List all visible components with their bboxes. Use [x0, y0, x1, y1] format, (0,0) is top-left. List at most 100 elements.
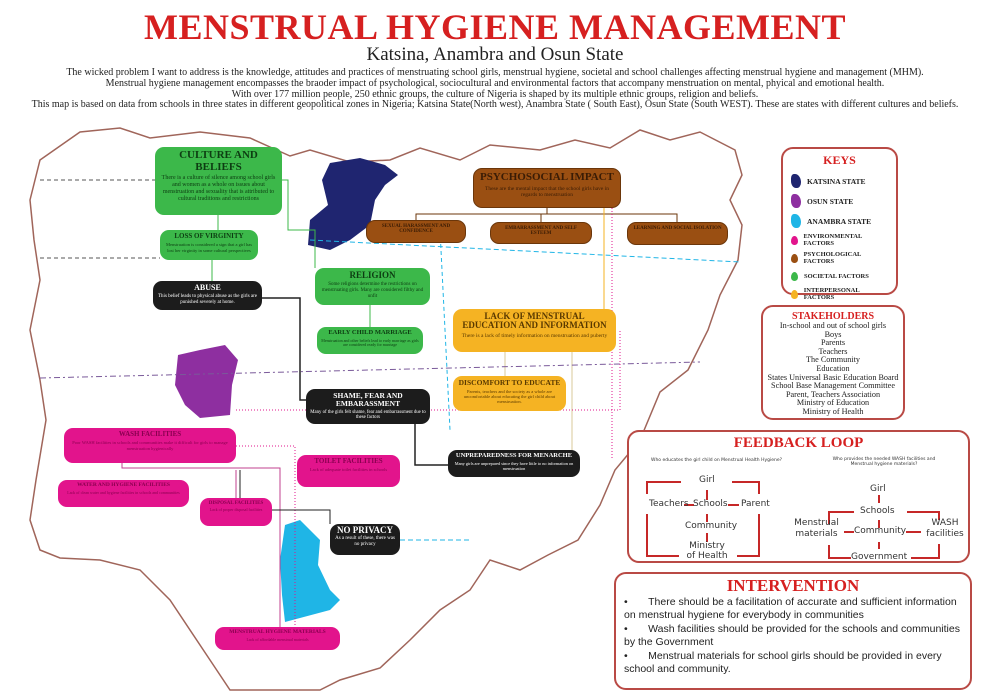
- node-text: These are the mental impact that the sch…: [484, 185, 609, 198]
- feedback-title: FEEDBACK LOOP: [733, 435, 864, 451]
- stakeholder-item: Education: [816, 363, 850, 373]
- connector: [439, 229, 451, 431]
- key-item: SOCIETAL FACTORS: [791, 267, 888, 285]
- node-text: This belief leads to physical abuse as t…: [158, 294, 257, 306]
- key-label: ENVIRONMENTAL FACTORS: [803, 233, 862, 247]
- stakeholder-item: Teachers: [818, 346, 848, 356]
- node-title: SEXUAL HARASSMENT AND CONFIDENCE: [381, 224, 451, 235]
- node-discomfort-to-educate: DISCOMFORT TO EDUCATE Parents, teachers …: [453, 376, 566, 411]
- connector: [239, 470, 331, 524]
- node-text: Poor WASH facilities in schools and comm…: [72, 440, 228, 451]
- feedback-right-materials: Menstrual materials: [794, 518, 839, 539]
- page-title: MENSTRUAL HYGIENE MANAGEMENT: [143, 7, 847, 47]
- page-subtitle: Katsina, Anambra and Osun State: [366, 44, 624, 65]
- node-culture-and-beliefs: CULTURE AND BELIEFS There is a culture o…: [155, 147, 282, 215]
- drop-icon: [791, 289, 798, 299]
- key-item: INTERPERSONAL FACTORS: [791, 285, 888, 303]
- keys-panel: KEYS KATSINA STATE OSUN STATE ANAMBRA STAT…: [781, 147, 898, 317]
- feedback-right-community: Community: [854, 526, 907, 536]
- stakeholder-item: Boys: [824, 329, 842, 339]
- node-title: NO PRIVACY: [336, 525, 394, 535]
- stakeholder-item: The Community: [806, 355, 860, 365]
- node-abuse: ABUSE This belief leads to physical abus…: [153, 281, 262, 310]
- stakeholder-item: Parents: [820, 338, 846, 348]
- node-title: DISPOSAL FACILITIES: [208, 501, 264, 506]
- intervention-item: • Menstrual materials for school girls s…: [624, 650, 962, 675]
- node-title: LEARNING AND SOCIAL ISOLATION: [633, 226, 722, 231]
- node-lack-of-menstrual-education: LACK OF MENSTRUAL EDUCATION AND INFORMAT…: [453, 309, 616, 352]
- katsina-map-shape-icon: [791, 174, 801, 188]
- feedback-arrows: [646, 481, 940, 559]
- node-text: Menstruation and other beliefs lead to e…: [321, 337, 419, 348]
- key-item: KATSINA STATE: [791, 171, 888, 191]
- node-text: Lack of proper disposal facilities: [209, 507, 263, 513]
- intervention-text: There should be a facilitation of accura…: [624, 596, 957, 621]
- osun-state-shape: [175, 345, 238, 418]
- keys-title: KEYS: [823, 153, 856, 167]
- bullet-icon: •: [624, 596, 649, 608]
- key-label: ANAMBRA STATE: [807, 216, 872, 226]
- key-label: PSYCHOLOGICAL FACTORS: [803, 251, 862, 265]
- key-item: OSUN STATE: [791, 191, 888, 211]
- node-title: LOSS OF VIRGINITY: [174, 232, 244, 240]
- intervention-title: INTERVENTION: [726, 576, 860, 595]
- feedback-left-schools: Schools: [693, 499, 728, 509]
- node-religion: RELIGION Some religions determine the re…: [315, 268, 430, 305]
- node-text: There is a culture of silence among scho…: [161, 175, 276, 202]
- node-title: MENSTRUAL HYGIENE MATERIALS: [229, 629, 326, 635]
- intervention-list: • There should be a facilitation of accu…: [624, 596, 962, 675]
- node-text: Menstruation is considered a sign that a…: [166, 242, 252, 253]
- node-title: ABUSE: [194, 283, 221, 292]
- connector: [262, 297, 306, 401]
- node-title: CULTURE AND BELIEFS: [179, 149, 258, 173]
- feedback-right-girl: Girl: [870, 484, 886, 494]
- stakeholder-item: Ministry of Education: [796, 398, 870, 408]
- intervention-item: • There should be a facilitation of accu…: [624, 596, 962, 621]
- node-text: Lack of adequate toilet facilities in sc…: [309, 467, 388, 473]
- arrow: [646, 481, 681, 494]
- connectors: [39, 179, 741, 640]
- katsina-state-shape: [308, 158, 398, 250]
- node-early-child-marriage: EARLY CHILD MARRIAGE Menstruation and ot…: [317, 327, 423, 354]
- intro-text: The wicked problem I want to address is …: [0, 67, 990, 111]
- drop-icon: [791, 271, 798, 281]
- arrow: [907, 511, 940, 520]
- arrow: [828, 545, 851, 559]
- intervention-text: Wash facilities should be provided for t…: [624, 623, 960, 648]
- feedback-loop-panel: FEEDBACK LOOP Who educates the girl chil…: [627, 430, 970, 563]
- stakeholders-title: STAKEHOLDERS: [791, 311, 875, 322]
- intervention-panel: INTERVENTION • There should be a facilit…: [614, 572, 972, 690]
- arrow: [732, 481, 760, 494]
- intervention-item: • Wash facilities should be provided for…: [624, 623, 962, 648]
- node-title: TOILET FACILITIES: [314, 457, 383, 465]
- node-psychosocial-impact: PSYCHOSOCIAL IMPACT These are the mental…: [473, 168, 621, 208]
- feedback-left-parent: Parent: [741, 499, 770, 509]
- connector: [547, 213, 678, 222]
- anambra-map-shape-icon: [791, 214, 801, 228]
- node-text: Parents, teachers and the society as a w…: [463, 388, 556, 405]
- key-item: ANAMBRA STATE: [791, 211, 888, 231]
- osun-map-shape-icon: [791, 194, 801, 208]
- node-no-privacy: NO PRIVACY As a result of these, there w…: [330, 524, 400, 555]
- bullet-icon: •: [624, 650, 649, 662]
- node-title: SHAME, FEAR AND EMBARASSMENT: [333, 391, 403, 408]
- node-text: Some religions determine the restriction…: [321, 282, 424, 299]
- intro-line: Menstrual hygiene management encompasses…: [105, 77, 885, 89]
- arrow: [911, 544, 940, 559]
- stakeholders-list: In-school and out of school girls Boys Par…: [765, 321, 901, 417]
- connector: [39, 361, 701, 379]
- intro-line: This map is based on data from schools i…: [31, 99, 959, 111]
- node-text: Lack of affordable menstrual materials: [246, 636, 309, 642]
- node-psychological-3: LEARNING AND SOCIAL ISOLATION: [627, 222, 728, 245]
- node-wash-facilities: WASH FACILITIES Poor WASH facilities in …: [64, 428, 236, 463]
- keys-list: KATSINA STATE OSUN STATE ANAMBRA STATE ENVI…: [791, 171, 888, 321]
- node-text: Many of the girls felt shame, fear and e…: [310, 409, 426, 421]
- feedback-left-ministry: Ministry of Health: [686, 541, 728, 561]
- feedback-right-schools: Schools: [860, 506, 895, 516]
- node-title: UNPREPAREDNESS FOR MENARCHE: [455, 452, 573, 459]
- feedback-right-question: Who provides the needed WASH facilities …: [832, 457, 936, 467]
- node-text: Many girls are unprepared since they hav…: [454, 460, 574, 471]
- node-disposal-facilities: DISPOSAL FACILITIES Lack of proper dispo…: [200, 498, 272, 526]
- key-label: SOCIETAL FACTORS: [804, 272, 869, 280]
